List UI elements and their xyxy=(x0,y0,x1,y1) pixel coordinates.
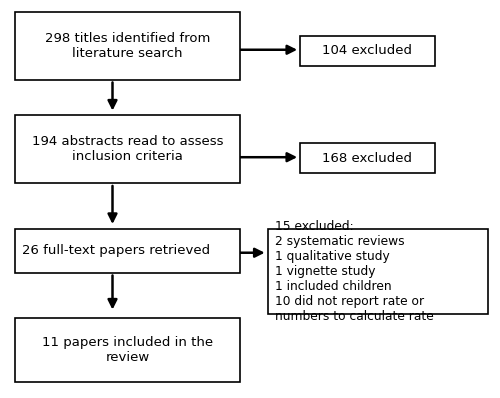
Text: 104 excluded: 104 excluded xyxy=(322,44,412,57)
FancyBboxPatch shape xyxy=(15,229,240,273)
FancyBboxPatch shape xyxy=(15,115,240,183)
FancyBboxPatch shape xyxy=(15,12,240,80)
FancyBboxPatch shape xyxy=(300,143,435,173)
Text: 11 papers included in the
review: 11 papers included in the review xyxy=(42,336,213,364)
Text: 194 abstracts read to assess
inclusion criteria: 194 abstracts read to assess inclusion c… xyxy=(32,135,223,163)
FancyBboxPatch shape xyxy=(15,318,240,382)
FancyBboxPatch shape xyxy=(300,36,435,66)
Text: 26 full-text papers retrieved: 26 full-text papers retrieved xyxy=(22,244,210,257)
Text: 168 excluded: 168 excluded xyxy=(322,152,412,165)
FancyBboxPatch shape xyxy=(268,229,488,314)
Text: 15 excluded:
2 systematic reviews
1 qualitative study
1 vignette study
1 include: 15 excluded: 2 systematic reviews 1 qual… xyxy=(275,220,434,323)
Text: 298 titles identified from
literature search: 298 titles identified from literature se… xyxy=(45,32,210,60)
